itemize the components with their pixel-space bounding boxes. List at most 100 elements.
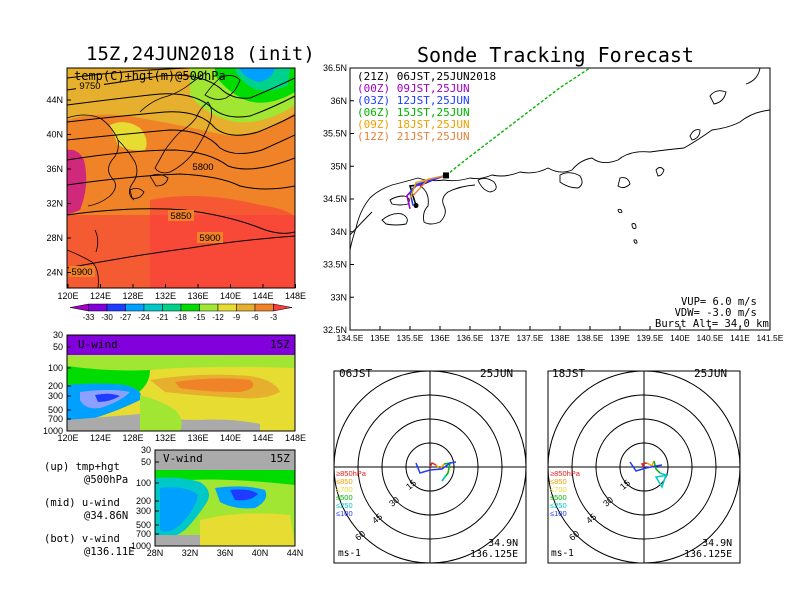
lat-tick-label: 44N <box>46 95 63 105</box>
hodo-trace <box>441 474 447 482</box>
hodo-ring-label: 30 <box>601 495 615 509</box>
vdw-value: VDW= -3.0 m/s <box>674 307 757 319</box>
lat-tick-label: 35.5N <box>323 129 347 139</box>
lon-tick-label: 144E <box>252 433 273 443</box>
lat-tick-label: 44N <box>287 548 304 558</box>
p-tick-label: 500 <box>136 520 151 530</box>
hodo-trace <box>629 461 663 472</box>
colorbar-cell <box>273 303 293 312</box>
lon-tick-label: 140E <box>220 433 241 443</box>
track-legend-item: (12Z) 21JST,25JUN <box>357 130 470 143</box>
lat-tick-label: 34.5N <box>323 194 347 204</box>
lon-tick-label: 144E <box>252 291 273 301</box>
p-tick-label: 100 <box>136 478 151 488</box>
lon-tick-label: 120E <box>57 291 78 301</box>
hodo-right-location: 34.9N 136.125E <box>684 538 732 560</box>
hodo-level-label: ≤250 <box>550 501 567 510</box>
colorbar-label: -18 <box>175 313 187 322</box>
hodo-right-date: 25JUN <box>694 367 728 380</box>
lon-tick-label: 136E <box>187 433 208 443</box>
colorbar-label: -30 <box>101 313 113 322</box>
launch-marker <box>443 172 449 179</box>
lon-tick-label: 135.5E <box>397 333 424 343</box>
lat-tick-label: 40N <box>252 548 269 558</box>
hodo-trace <box>415 461 457 474</box>
contour-label: 5850 <box>170 211 191 222</box>
lat-tick-label: 32N <box>182 548 199 558</box>
track-legend-item: (06Z) 15JST,25JUN <box>357 106 470 119</box>
p-tick-label: 100 <box>48 363 63 373</box>
lon-tick-label: 136E <box>430 333 450 343</box>
contour-labels: 9750 5800 5850 5900 5900 <box>69 80 223 278</box>
burst-alt-value: Burst Alt= 34.0 km <box>655 318 769 330</box>
colorbar-label: -6 <box>251 313 259 322</box>
hodo-right-lon: 136.125E <box>684 549 733 560</box>
lon-tick-label: 140.5E <box>697 333 724 343</box>
p-tick-label: 30 <box>141 445 151 455</box>
lon-tick-label: 134.5E <box>337 333 364 343</box>
landing-marker <box>413 203 419 209</box>
lat-tick-label: 33N <box>330 292 347 302</box>
lon-tick-label: 140E <box>670 333 690 343</box>
lat-tick-label: 36N <box>330 96 347 106</box>
lon-tick-label: 141E <box>730 333 750 343</box>
lon-tick-label: 148E <box>285 291 306 301</box>
note-up: (up) tmp+hgt <box>44 461 120 473</box>
hodo-ring-label: 60 <box>567 529 581 543</box>
hodo-ring-label: 15 <box>404 478 418 492</box>
contour-label: 5900 <box>199 233 220 244</box>
p-tick-label: 300 <box>136 506 151 516</box>
sonde-tracks <box>406 68 592 210</box>
lon-tick-label: 141.5E <box>757 333 784 343</box>
hodo-ring-label: 45 <box>584 512 598 526</box>
lon-tick-label: 124E <box>90 291 111 301</box>
hodo-left-location: 34.9N 136.125E <box>470 538 518 560</box>
lon-tick-label: 140E <box>220 291 241 301</box>
hodo-left-lon: 136.125E <box>470 549 519 560</box>
note-bot-lon: @136.11E <box>84 546 135 558</box>
colorbar-label: -12 <box>212 313 224 322</box>
note-up-level: @500hPa <box>84 474 129 486</box>
map500-axis-ticks: 44N 40N 36N 32N 28N 24N 120E 124E 128E 132E 136E 14… <box>46 95 306 301</box>
track-legend-item: (21Z) 06JST,25JUN2018 <box>357 70 497 83</box>
hodo-right-time: 18JST <box>552 367 586 380</box>
hodo-trace <box>653 460 661 474</box>
track-map: 36.5N 36N 35.5N 35N 34.5N 34N 33.5N 33N 32.5N134… <box>323 63 784 343</box>
colorbar-label: -33 <box>83 313 95 322</box>
map500-colorbar: -33 -30 -27 -24 -21 -18 -15 -12 -9 -6 -3 <box>69 303 293 322</box>
lon-tick-label: 132E <box>155 291 176 301</box>
hodo-level-label: ≤700 <box>550 485 567 494</box>
map-500hpa: 9750 5800 5850 5900 5900 44N 40N 36N 32N 28N… <box>46 67 306 322</box>
uwind-label: U-wind <box>78 338 118 351</box>
track-legend-item: (03Z) 12JST,25JUN <box>357 94 470 107</box>
hodo-trace <box>429 461 437 468</box>
hodo-left-lat: 34.9N <box>488 538 519 549</box>
lon-tick-label: 120E <box>57 433 78 443</box>
p-tick-label: 1000 <box>131 541 151 551</box>
contour-label: 5900 <box>71 267 92 278</box>
track-axis-ticks: 36.5N 36N 35.5N 35N 34.5N 34N 33.5N 33N 32.5N134… <box>323 63 784 343</box>
hodo-level-label: ≤850 <box>550 477 567 486</box>
lat-tick-label: 28N <box>46 233 63 243</box>
hodo-trace <box>646 460 655 468</box>
hodo-ring-label: 45 <box>370 512 384 526</box>
hodo-level-label: ≥850hPa <box>336 469 367 478</box>
lon-tick-label: 124E <box>90 433 111 443</box>
hodo-left-unit: ms-1 <box>338 548 361 559</box>
hodo-left-date: 25JUN <box>480 367 514 380</box>
lat-tick-label: 32N <box>46 199 63 209</box>
vwind-label: V-wind <box>163 452 203 465</box>
hodo-ring-label: 30 <box>387 495 401 509</box>
note-bot: (bot) v-wind <box>44 533 120 545</box>
track-legend-item: (00Z) 09JST,25JUN <box>357 82 470 95</box>
hodo-level-label: ≤500 <box>336 493 353 502</box>
coastlines <box>350 68 770 251</box>
hodo-level-label: ≤100 <box>336 509 353 518</box>
hodo-ring-label: 15 <box>618 478 632 492</box>
